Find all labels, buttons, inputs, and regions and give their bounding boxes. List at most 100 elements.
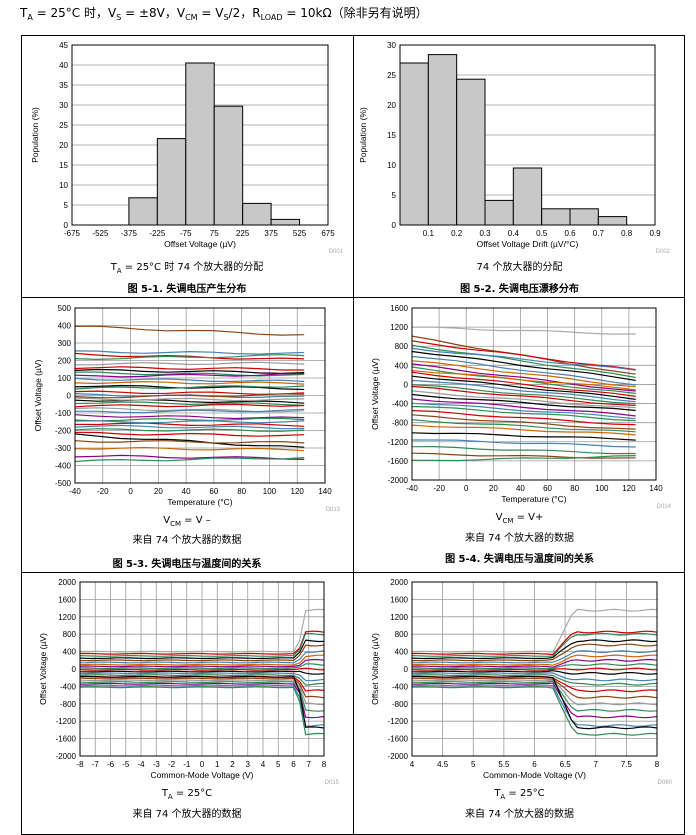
c2-xtick-label: 0.3 — [479, 229, 491, 238]
c3-ytick-label: -400 — [55, 462, 72, 471]
c4-series-line — [412, 326, 636, 335]
c1-ytick-label: 20 — [59, 141, 68, 150]
c3-series-line — [74, 384, 305, 391]
c5-xtick-label: 2 — [230, 760, 235, 769]
c5-series-line — [79, 650, 325, 664]
c5-xtick-label: 3 — [246, 760, 251, 769]
c4-ytick-label: -800 — [392, 419, 409, 428]
c3-series-line — [74, 393, 305, 399]
c4-series-line — [411, 363, 636, 392]
c2-bar — [569, 208, 599, 226]
c6-series-line — [411, 684, 658, 728]
c4-ytick-label: 400 — [395, 361, 409, 370]
c3-figure-code: D013 — [326, 507, 341, 513]
c3-series-line — [74, 380, 305, 385]
c3-xtick-label: 140 — [318, 487, 332, 496]
c4-series-line — [411, 432, 636, 441]
c6-figure-code: D060 — [658, 780, 673, 786]
c6-ytick-label: 0 — [404, 665, 409, 674]
c4-xtick-label: 60 — [543, 484, 552, 493]
c6-xlabel: Common-Mode Voltage (V) — [483, 770, 586, 780]
fig5-caption-a: TA = 25°C — [161, 788, 213, 801]
c4-series-line — [411, 355, 636, 386]
fig5-caption-b: 来自 74 个放大器的数据 — [132, 809, 242, 820]
c1-xtick-label: 675 — [321, 229, 335, 238]
c6-ytick-label: 2000 — [390, 578, 408, 587]
c3-series-line — [75, 361, 305, 366]
c3-xtick-label: 40 — [182, 487, 191, 496]
c4-xtick-label: 0 — [464, 484, 469, 493]
c1-ytick-label: 45 — [59, 41, 68, 50]
c3-ylabel: Offset Voltage (µV) — [33, 359, 43, 431]
c5-ytick-label: -2000 — [56, 752, 77, 761]
c4-series-line — [411, 347, 636, 371]
c4-ytick-label: -400 — [392, 400, 409, 409]
c6-ytick-label: -2000 — [388, 752, 409, 761]
c6-xtick-label: 4 — [410, 760, 415, 769]
c4-xtick-label: 140 — [649, 484, 663, 493]
fig4-caption-b: 来自 74 个放大器的数据 — [464, 533, 575, 544]
c5-series-line — [79, 686, 325, 736]
c4-frame — [411, 307, 657, 481]
c1-ytick-label: 10 — [59, 181, 68, 190]
c3-xtick-label: 120 — [291, 487, 305, 496]
c3-series-line — [74, 368, 305, 375]
c2-xtick-label: 0.7 — [593, 229, 605, 238]
c5-series-line — [79, 667, 325, 671]
c5-xtick-label: -6 — [107, 760, 115, 769]
c3-series-line — [74, 446, 305, 452]
c2-bar — [597, 216, 628, 226]
c4-series-line — [411, 370, 636, 391]
c6-ytick-label: 1600 — [390, 595, 408, 604]
fig6-caption-b: 来自 74 个放大器的数据 — [464, 809, 575, 820]
c6-series-line — [411, 679, 658, 706]
c6-xtick-label: 6.5 — [560, 760, 572, 769]
c5-xtick-label: 4 — [261, 760, 266, 769]
c2-frame — [399, 44, 656, 226]
c5-xtick-label: 1 — [215, 760, 220, 769]
c5-series-line — [79, 663, 325, 670]
c5-xtick-label: 8 — [322, 760, 327, 769]
c1-xtick-label: -525 — [92, 229, 109, 238]
c4-series-line — [411, 350, 636, 381]
c6-xtick-label: 5 — [471, 760, 476, 769]
c4-series-line — [411, 424, 636, 436]
c3-ytick-label: 0 — [67, 392, 72, 401]
fig4-caption-a: VCM = V+ — [495, 512, 544, 525]
c5-xtick-label: -8 — [76, 760, 84, 769]
c5-xtick-label: 0 — [200, 760, 205, 769]
c3-series-line — [74, 433, 305, 448]
c2-xtick-label: 0.6 — [564, 229, 576, 238]
c5-ytick-label: 1600 — [58, 595, 76, 604]
c3-series-line — [74, 325, 305, 336]
c3-ytick-label: -300 — [55, 444, 72, 453]
c5-ytick-label: 400 — [63, 648, 77, 657]
c4-ytick-label: 800 — [395, 342, 409, 351]
c1-figure-code: D001 — [329, 249, 344, 255]
c3-ytick-label: -500 — [55, 479, 72, 488]
c5-ytick-label: -1600 — [56, 735, 77, 744]
c4-series-line — [411, 455, 636, 462]
c3-series-line — [74, 366, 305, 371]
c5-ytick-label: -800 — [60, 700, 77, 709]
c2-ytick-label: 30 — [387, 41, 396, 50]
c2-ytick-label: 5 — [392, 191, 397, 200]
c6-series-line — [411, 630, 658, 656]
c2-xtick-label: 0.4 — [508, 229, 520, 238]
c3-frame — [74, 307, 326, 484]
c1-ytick-label: 35 — [59, 81, 68, 90]
c6-series-line — [412, 675, 658, 730]
c5-ytick-label: -1200 — [56, 717, 77, 726]
c6-series-line — [411, 654, 657, 666]
c1-ytick-label: 40 — [59, 61, 68, 70]
c4-xtick-label: 80 — [570, 484, 579, 493]
c5-series-line — [79, 630, 325, 655]
c5-series-line — [79, 658, 325, 668]
c4-xtick-label: -20 — [433, 484, 445, 493]
c1-ytick-label: 0 — [64, 221, 69, 230]
table-divider-vertical — [353, 35, 354, 835]
c1-xtick-label: -225 — [149, 229, 166, 238]
c4-ytick-label: 1200 — [390, 323, 408, 332]
c1-bar — [242, 202, 272, 226]
c4-xtick-label: 100 — [595, 484, 609, 493]
